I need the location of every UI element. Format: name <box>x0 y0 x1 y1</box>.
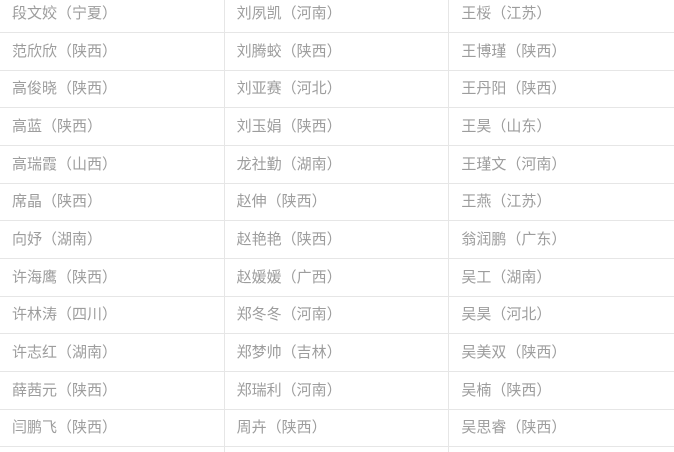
table-cell: 吴工（湖南） <box>461 267 552 286</box>
table-cell: 吴楠（陕西） <box>461 380 552 399</box>
table-cell: 吴美双（陕西） <box>461 343 567 362</box>
table-row: 许海鹰（陕西） 赵媛媛（广西） 吴工（湖南） <box>0 258 674 297</box>
table-cell: 赵艳艳（陕西） <box>225 221 450 258</box>
table-cell: 王瑾文（河南） <box>461 154 567 173</box>
table-cell: 闫鹏飞（陕西） <box>0 409 225 447</box>
table-cell: 赵伸（陕西） <box>225 183 450 221</box>
table-cell: 吴思睿（陕西） <box>461 418 567 437</box>
table-cell: 刘腾蛟（陕西） <box>225 32 450 70</box>
table-row: 闫鹏飞（陕西） 周卉（陕西） 吴思睿（陕西） <box>0 409 674 448</box>
table-row: 薛茜元（陕西） 郑瑞利（河南） 吴楠（陕西） <box>0 371 674 410</box>
table-row: 席晶（陕西） 赵伸（陕西） 王燕（江苏） <box>0 183 674 222</box>
table-cell: 王燕（江苏） <box>461 192 552 211</box>
table-row: 高瑞霞（山西） 龙社勤（湖南） 王瑾文（河南） <box>0 145 674 184</box>
table-cell <box>225 447 450 452</box>
table-row: 许林涛（四川） 郑冬冬（河南） 吴昊（河北） <box>0 296 674 335</box>
table-cell: 许林涛（四川） <box>0 296 225 334</box>
table-row: 高俊晓（陕西） 刘亚赛（河北） 王丹阳（陕西） <box>0 70 674 109</box>
table-row: 许志红（湖南） 郑梦帅（吉林） 吴美双（陕西） <box>0 334 674 372</box>
table-cell: 王昊（山东） <box>461 117 552 136</box>
table-cell: 郑冬冬（河南） <box>225 296 450 334</box>
table-cell: 刘玉娟（陕西） <box>225 108 450 145</box>
table-cell <box>449 447 674 452</box>
table-cell: 刘夙凯（河南） <box>225 0 450 32</box>
table-cell: 段文姣（宁夏） <box>0 0 225 32</box>
table-cell: 周卉（陕西） <box>225 409 450 447</box>
table-cell: 郑瑞利（河南） <box>225 371 450 409</box>
table-cell: 高瑞霞（山西） <box>0 145 225 183</box>
table-cell <box>0 447 225 452</box>
table-cell: 王丹阳（陕西） <box>461 79 567 98</box>
table-cell: 郑梦帅（吉林） <box>225 334 450 371</box>
table-cell: 赵媛媛（广西） <box>225 258 450 296</box>
table-cell: 高俊晓（陕西） <box>0 70 225 108</box>
table-row-partial <box>0 447 674 452</box>
table-cell: 向妤（湖南） <box>0 221 225 258</box>
table-row: 向妤（湖南） 赵艳艳（陕西） 翁润鹏（广东） <box>0 221 674 259</box>
table-cell: 薛茜元（陕西） <box>0 371 225 409</box>
table-cell: 王博瑾（陕西） <box>461 41 567 60</box>
table-cell: 龙社勤（湖南） <box>225 145 450 183</box>
table-cell: 刘亚赛（河北） <box>225 70 450 108</box>
table-cell: 吴昊（河北） <box>461 305 552 324</box>
table-cell: 王桵（江苏） <box>461 4 552 23</box>
table-cell: 翁润鹏（广东） <box>461 230 567 249</box>
table-cell: 范欣欣（陕西） <box>0 32 225 70</box>
table-cell: 许志红（湖南） <box>0 334 225 371</box>
table-row: 高蓝（陕西） 刘玉娟（陕西） 王昊（山东） <box>0 108 674 146</box>
table-row: 段文姣（宁夏） 刘夙凯（河南） 王桵（江苏） <box>0 0 674 33</box>
table-cell: 高蓝（陕西） <box>0 108 225 145</box>
table-row: 范欣欣（陕西） 刘腾蛟（陕西） 王博瑾（陕西） <box>0 32 674 71</box>
table-cell: 许海鹰（陕西） <box>0 258 225 296</box>
table-cell: 席晶（陕西） <box>0 183 225 221</box>
